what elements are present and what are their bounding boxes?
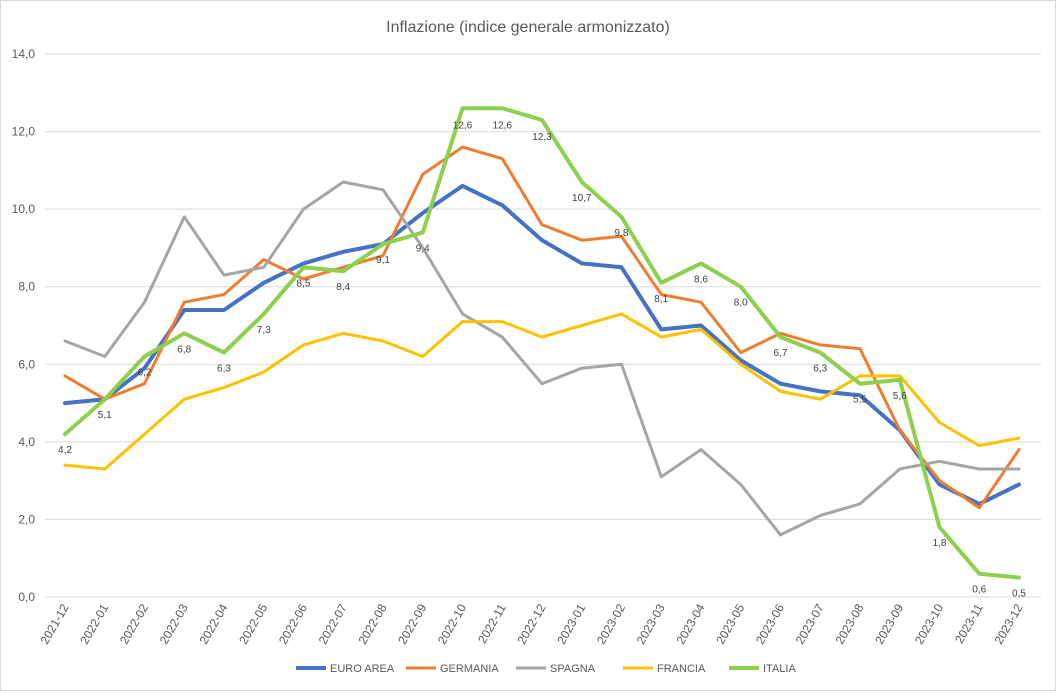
x-tick-label: 2022-11 <box>475 601 509 646</box>
y-tick-label: 4,0 <box>18 435 35 449</box>
legend-item: FRANCIA <box>623 663 706 675</box>
x-tick-label: 2023-05 <box>713 601 747 646</box>
x-tick-label: 2023-12 <box>991 601 1025 646</box>
y-tick-label: 0,0 <box>18 590 35 604</box>
x-tick-label: 2023-10 <box>912 601 946 646</box>
x-tick-label: 2022-12 <box>514 601 548 646</box>
data-label: 9,8 <box>615 228 629 239</box>
data-label: 0,5 <box>1012 589 1026 600</box>
x-tick-label: 2022-05 <box>236 601 270 646</box>
legend-label: ITALIA <box>763 663 796 675</box>
y-tick-label: 12,0 <box>12 125 36 139</box>
series-line-spagna <box>63 180 1021 537</box>
data-label: 0,6 <box>972 585 986 596</box>
legend-label: GERMANIA <box>440 663 499 675</box>
legend-item: EURO AREA <box>296 663 395 675</box>
x-tick-label: 2023-01 <box>554 601 588 646</box>
legend-label: FRANCIA <box>657 663 706 675</box>
data-label: 8,5 <box>297 278 311 289</box>
x-tick-label: 2023-03 <box>634 601 668 646</box>
data-label: 12,6 <box>453 120 473 131</box>
gridlines <box>45 53 1041 598</box>
data-label: 8,6 <box>694 274 708 285</box>
y-tick-label: 10,0 <box>12 202 36 216</box>
y-tick-label: 14,0 <box>12 47 36 61</box>
x-tick-label: 2022-07 <box>316 601 350 646</box>
x-tick-label: 2022-01 <box>77 601 111 646</box>
data-label: 8,1 <box>654 294 668 305</box>
chart-title: Inflazione (indice generale armonizzato) <box>386 19 670 36</box>
data-label: 9,4 <box>416 243 430 254</box>
data-label: 6,7 <box>774 348 788 359</box>
x-tick-label: 2023-09 <box>872 601 906 646</box>
series-lines <box>63 106 1021 580</box>
data-label: 5,6 <box>893 391 907 402</box>
x-tick-label: 2023-11 <box>952 601 986 646</box>
legend-item: GERMANIA <box>406 663 499 675</box>
data-label: 6,8 <box>177 344 191 355</box>
series-line-euro-area <box>63 183 1021 506</box>
data-label: 6,3 <box>813 364 827 375</box>
x-tick-label: 2022-09 <box>395 601 429 646</box>
x-axis: 2021-12 2022-01 2022-02 2022-03 2022-04 2022-… <box>37 601 1025 646</box>
x-tick-label: 2022-06 <box>276 601 310 646</box>
data-label: 7,3 <box>257 325 271 336</box>
data-label: 8,4 <box>336 282 350 293</box>
series-line-germania <box>63 145 1021 510</box>
y-axis: 0,0 2,0 4,0 6,0 8,0 10,0 12,0 14,0 <box>12 47 36 604</box>
data-label: 5,5 <box>853 395 867 406</box>
x-tick-label: 2022-03 <box>157 601 191 646</box>
legend-label: SPAGNA <box>550 663 596 675</box>
data-label: 6,2 <box>138 368 152 379</box>
data-label: 5,1 <box>98 410 112 421</box>
legend-item: SPAGNA <box>516 663 596 675</box>
data-label: 6,3 <box>217 364 231 375</box>
x-tick-label: 2023-02 <box>594 601 628 646</box>
y-tick-label: 6,0 <box>18 357 35 371</box>
x-tick-label: 2023-08 <box>832 601 866 646</box>
x-tick-label: 2021-12 <box>37 601 71 646</box>
data-label: 9,1 <box>376 255 390 266</box>
data-label: 1,8 <box>933 538 947 549</box>
data-label: 4,2 <box>58 445 72 456</box>
data-labels: 4,2 5,1 6,2 6,8 6,3 7,3 8,5 8,4 9,1 9,4 12,6 12,6 12… <box>58 120 1026 599</box>
data-label: 12,3 <box>532 132 552 143</box>
legend-label: EURO AREA <box>330 663 395 675</box>
legend: EURO AREA GERMANIA SPAGNA FRANCIA ITALIA <box>296 663 796 675</box>
x-tick-label: 2023-07 <box>793 601 827 646</box>
series-line-francia <box>63 312 1021 471</box>
data-label: 10,7 <box>572 193 592 204</box>
x-tick-label: 2022-10 <box>435 601 469 646</box>
x-tick-label: 2023-04 <box>673 601 707 646</box>
legend-item: ITALIA <box>729 663 796 675</box>
y-tick-label: 2,0 <box>18 512 35 526</box>
data-label: 8,0 <box>734 298 748 309</box>
x-tick-label: 2023-06 <box>753 601 787 646</box>
x-tick-label: 2022-04 <box>196 601 230 646</box>
series-line-italia <box>63 106 1021 580</box>
data-label: 12,6 <box>493 120 513 131</box>
y-tick-label: 8,0 <box>18 280 35 294</box>
x-tick-label: 2022-02 <box>117 601 151 646</box>
x-tick-label: 2022-08 <box>355 601 389 646</box>
